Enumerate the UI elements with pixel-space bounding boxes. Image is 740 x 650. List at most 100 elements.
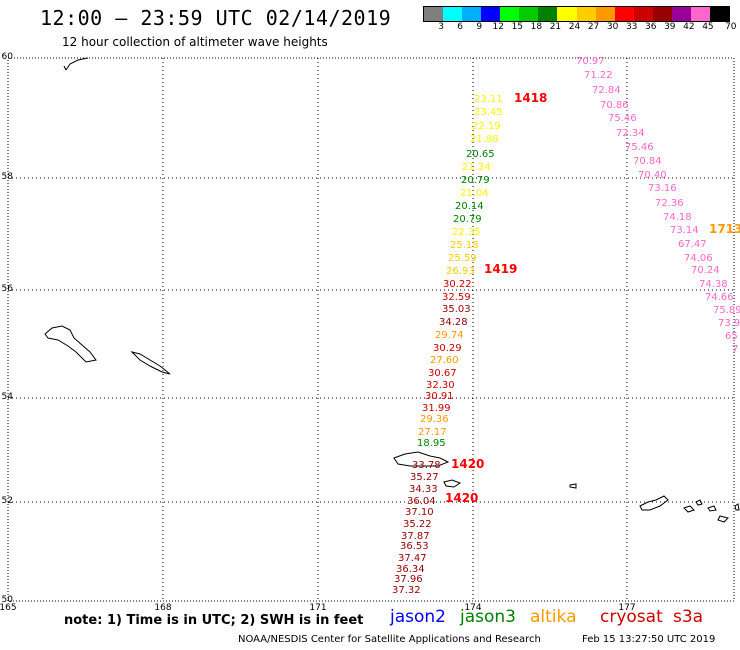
wave-height-value: 74.18: [663, 212, 692, 223]
colorbar-cell: [462, 7, 482, 21]
legend-s3a: s3a: [673, 607, 704, 627]
latitude-label: 60: [2, 52, 14, 62]
coastline-kamchatka: [63, 57, 89, 71]
colorbar-tick-label: 21: [549, 22, 562, 32]
colorbar-cell: [633, 7, 653, 21]
colorbar-tick-label: 70 (ft): [725, 22, 740, 32]
axis-labels: 165 168 171 174 177 60 58 56 54 52 50: [0, 52, 636, 613]
island-agattu: [443, 479, 462, 488]
colorbar-cell: [709, 7, 729, 21]
wave-height-value: 22.19: [472, 121, 501, 132]
wave-height-value: 72.34: [616, 128, 645, 139]
wave-height-value: 32.59: [442, 292, 471, 303]
wave-height-value: 20.14: [455, 201, 484, 212]
wave-height-colorbar: [423, 6, 730, 22]
wave-height-value: 30.22: [443, 279, 472, 290]
wave-height-value: 36.34: [396, 564, 425, 575]
longitude-label: 168: [154, 603, 171, 613]
pass-time-label: 1420: [451, 457, 484, 471]
wave-height-value: 75.46: [625, 142, 654, 153]
wave-height-value: 35.27: [410, 472, 439, 483]
colorbar-cell: [690, 7, 710, 21]
longitude-label: 177: [618, 603, 635, 613]
map-frame: [7, 57, 735, 602]
colorbar-tick-label: 24: [568, 22, 581, 32]
colorbar-tick-label: 36: [645, 22, 657, 32]
colorbar-tick-label: 12: [492, 22, 504, 32]
wave-height-value: 30.29: [433, 343, 462, 354]
colorbar-cell: [519, 7, 539, 21]
latitude-label: 52: [2, 496, 13, 506]
wave-height-value: 7: [732, 344, 738, 355]
wave-height-value: 72.36: [655, 198, 684, 209]
colorbar-tick-label: 6: [457, 22, 463, 32]
footer-note: note: 1) Time is in UTC; 2) SWH is in fe…: [64, 613, 364, 628]
wave-height-value: 74.38: [699, 279, 728, 290]
wave-height-value: 67.47: [678, 239, 707, 250]
island-buldir: [569, 483, 577, 489]
wave-height-value: 74.66: [705, 292, 734, 303]
latitude-label: 56: [2, 284, 14, 294]
legend-altika: altika: [530, 607, 577, 627]
wave-height-value: 70.24: [691, 265, 720, 276]
wave-height-value: 37.32: [392, 585, 421, 596]
wave-height-value: 23.45: [474, 107, 503, 118]
colorbar-cell: [538, 7, 558, 21]
wave-height-value: 73.9: [718, 318, 740, 329]
pass-time-label: 1419: [484, 262, 517, 276]
coastlines: [44, 57, 740, 523]
latitude-label: 54: [2, 392, 14, 402]
longitude-label: 165: [0, 603, 17, 613]
wave-height-value: 35.22: [403, 519, 432, 530]
map-subtitle: 12 hour collection of altimeter wave hei…: [62, 35, 328, 49]
colorbar-tick-label: 27: [587, 22, 600, 32]
wave-height-value: 37.10: [405, 507, 434, 518]
wave-height-value: 29.36: [420, 414, 449, 425]
wave-height-value: 70.86: [600, 100, 629, 111]
satellite-tracks: 23.11 23.45 22.19 21.88 20.65 21.34 20.79 21.04…: [392, 56, 740, 596]
wave-height-value: 22.35: [452, 227, 481, 238]
wave-height-value: 30.67: [428, 368, 457, 379]
legend-jason3: jason3: [460, 607, 516, 627]
island-rat: [683, 499, 740, 523]
wave-height-value: 25.18: [450, 240, 479, 251]
wave-height-value: 73.16: [648, 183, 677, 194]
colorbar-cell: [671, 7, 691, 21]
wave-height-value: 27.60: [430, 355, 459, 366]
wave-height-value: 30.91: [425, 391, 454, 402]
wave-height-value: 34.28: [439, 317, 468, 328]
colorbar-tick-label: 33: [625, 22, 638, 32]
wave-height-value: 25.59: [448, 253, 477, 264]
colorbar-cell: [443, 7, 463, 21]
generation-timestamp: Feb 15 13:27:50 UTC 2019: [582, 634, 716, 645]
colorbar-cell: [614, 7, 634, 21]
wave-height-value: 18.95: [417, 438, 446, 449]
wave-height-value: 75.89: [713, 305, 740, 316]
latitude-label: 50: [2, 595, 14, 605]
wave-height-value: 31.99: [422, 403, 451, 414]
pass-time-label: 1420: [445, 491, 478, 505]
wave-height-value: 20.79: [461, 175, 490, 186]
wave-height-value: 71.22: [584, 70, 613, 81]
wave-height-value: 70.40: [638, 170, 667, 181]
colorbar-cell: [576, 7, 596, 21]
island-medny: [130, 351, 171, 375]
credit-line: NOAA/NESDIS Center for Satellite Applica…: [238, 634, 541, 645]
colorbar-tick-label: 30: [606, 22, 619, 32]
wave-height-value: 36.53: [400, 541, 429, 552]
wave-height-value: 29.74: [435, 330, 464, 341]
lat-lon-grid: [8, 58, 734, 601]
colorbar-tick-label: 18: [530, 22, 543, 32]
pass-time-label: 1713: [709, 222, 740, 236]
wave-height-value: 27.17: [418, 427, 447, 438]
wave-height-value: 23.11: [474, 94, 503, 105]
wave-height-value: 72.84: [592, 85, 621, 96]
legend-jason2: jason2: [390, 607, 446, 627]
colorbar-tick-label: 3: [438, 22, 444, 32]
longitude-label: 174: [464, 603, 481, 613]
wave-height-value: 20.79: [453, 214, 482, 225]
wave-height-value: 65: [725, 331, 738, 342]
latitude-label: 58: [2, 172, 14, 182]
wave-height-value: 74.06: [684, 253, 713, 264]
